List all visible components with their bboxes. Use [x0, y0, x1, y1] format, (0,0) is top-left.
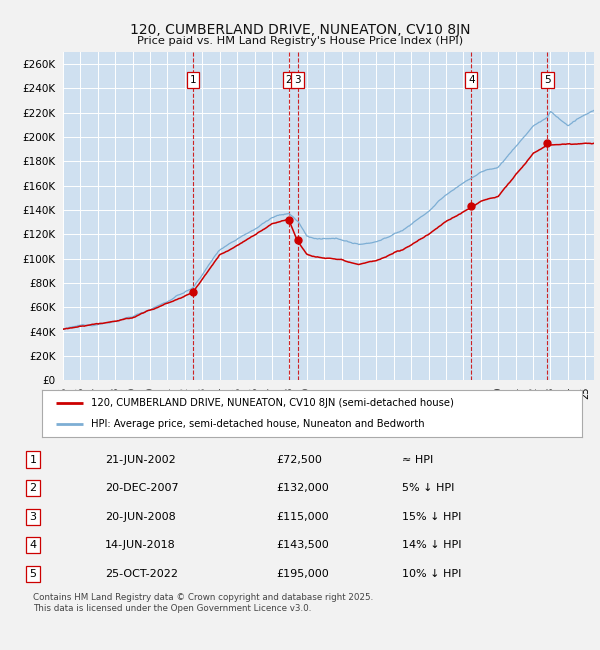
Text: 120, CUMBERLAND DRIVE, NUNEATON, CV10 8JN: 120, CUMBERLAND DRIVE, NUNEATON, CV10 8J…	[130, 23, 470, 37]
Text: £72,500: £72,500	[276, 454, 322, 465]
Text: 5: 5	[544, 75, 551, 85]
Text: 120, CUMBERLAND DRIVE, NUNEATON, CV10 8JN (semi-detached house): 120, CUMBERLAND DRIVE, NUNEATON, CV10 8J…	[91, 398, 454, 408]
Text: Price paid vs. HM Land Registry's House Price Index (HPI): Price paid vs. HM Land Registry's House …	[137, 36, 463, 46]
Text: 3: 3	[294, 75, 301, 85]
Text: 2: 2	[286, 75, 292, 85]
Text: HPI: Average price, semi-detached house, Nuneaton and Bedworth: HPI: Average price, semi-detached house,…	[91, 419, 424, 429]
Text: 20-DEC-2007: 20-DEC-2007	[105, 483, 179, 493]
Text: 5: 5	[29, 569, 37, 579]
Text: 14-JUN-2018: 14-JUN-2018	[105, 540, 176, 551]
Text: £195,000: £195,000	[276, 569, 329, 579]
Text: 25-OCT-2022: 25-OCT-2022	[105, 569, 178, 579]
Text: 4: 4	[29, 540, 37, 551]
Text: 15% ↓ HPI: 15% ↓ HPI	[402, 512, 461, 522]
Text: £115,000: £115,000	[276, 512, 329, 522]
Text: 10% ↓ HPI: 10% ↓ HPI	[402, 569, 461, 579]
Text: 1: 1	[29, 454, 37, 465]
Text: £132,000: £132,000	[276, 483, 329, 493]
Text: Contains HM Land Registry data © Crown copyright and database right 2025.
This d: Contains HM Land Registry data © Crown c…	[33, 593, 373, 613]
Text: 4: 4	[468, 75, 475, 85]
Text: 3: 3	[29, 512, 37, 522]
Text: 21-JUN-2002: 21-JUN-2002	[105, 454, 176, 465]
Text: 2: 2	[29, 483, 37, 493]
Text: £143,500: £143,500	[276, 540, 329, 551]
Text: 1: 1	[190, 75, 196, 85]
Text: 20-JUN-2008: 20-JUN-2008	[105, 512, 176, 522]
Text: ≈ HPI: ≈ HPI	[402, 454, 433, 465]
Text: 5% ↓ HPI: 5% ↓ HPI	[402, 483, 454, 493]
Text: 14% ↓ HPI: 14% ↓ HPI	[402, 540, 461, 551]
